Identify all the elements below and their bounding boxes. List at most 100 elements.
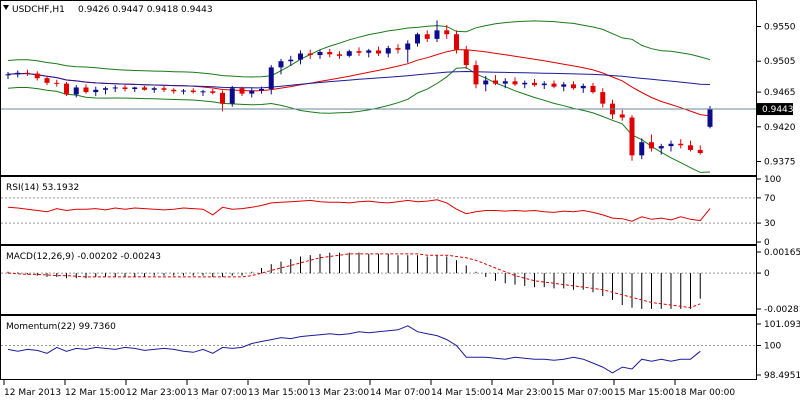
candle-body [83, 87, 89, 93]
candle-body [278, 61, 284, 68]
current-price-badge [757, 103, 793, 116]
time-tick-label: 13 Mar 23:00 [309, 388, 369, 398]
macd-panel-frame [0, 245, 757, 315]
price-tick-label: 0.9550 [764, 23, 796, 33]
candle-body [327, 51, 333, 55]
candle-body [44, 78, 50, 83]
candle-body [424, 34, 430, 39]
candle-body [171, 89, 177, 92]
candle-body [54, 82, 60, 84]
candle-body [551, 83, 557, 87]
candle-body [366, 50, 372, 53]
candle-body [64, 83, 69, 95]
ohlc-readout: 0.9426 0.9447 0.9418 0.9443 [78, 5, 213, 15]
momentum-line [7, 325, 701, 374]
candle-body [142, 87, 147, 90]
candle-body [132, 87, 138, 89]
candle-body [190, 90, 196, 93]
chart-title: USDCHF,H1 [12, 5, 65, 15]
candle-body [220, 92, 225, 104]
candle-body [532, 82, 537, 86]
candle-body [161, 88, 167, 90]
time-tick-label: 18 Mar 00:00 [675, 388, 735, 398]
price-tick-label: 0.9465 [764, 88, 796, 98]
collapse-triangle-icon[interactable] [3, 5, 9, 10]
candle-body [239, 88, 245, 94]
candle-body [385, 48, 391, 54]
candle-body [73, 87, 79, 95]
candle-body [541, 83, 547, 86]
time-tick-label: 14 Mar 07:00 [370, 388, 430, 398]
candle-body [210, 91, 216, 93]
candle-body [600, 92, 606, 104]
candle-body [619, 114, 625, 118]
candle-body [707, 109, 713, 127]
time-tick-label: 14 Mar 23:00 [492, 388, 552, 398]
momentum-tick-label: 101.0934 [764, 320, 800, 330]
price-tick-label: 0.9375 [764, 158, 796, 168]
rsi-tick-label: 0 [764, 238, 770, 248]
candle-body [298, 53, 303, 60]
candle-body [181, 90, 186, 92]
candle-body [561, 84, 567, 87]
candle-body [122, 87, 128, 89]
candle-body [658, 146, 664, 149]
candle-body [405, 43, 411, 50]
moving-average-line [7, 70, 711, 89]
candle-body [463, 49, 469, 66]
candle-body [444, 30, 450, 35]
candle-body [93, 89, 99, 93]
macd-signal-line [7, 253, 701, 309]
macd-tick-label: 0.00165 [764, 248, 800, 258]
rsi-plot: 100 70 30 0 [1, 175, 781, 248]
rsi-line [7, 199, 711, 222]
rsi-label: RSI(14) 53.1932 [6, 183, 79, 193]
candle-body [307, 53, 313, 56]
candle-body [5, 74, 11, 76]
price-panel-frame [0, 0, 757, 176]
momentum-tick-label: 100 [764, 341, 781, 351]
candle-body [249, 90, 255, 94]
momentum-tick-label: 98.4951 [764, 371, 800, 381]
bollinger-lower-line [7, 67, 711, 173]
candle-body [317, 51, 323, 56]
candle-body [434, 30, 440, 39]
candle-body [34, 73, 40, 79]
candle-body [25, 72, 30, 74]
candle-body [151, 88, 157, 90]
price-tick-label: 0.9420 [764, 123, 796, 133]
candle-body [346, 51, 352, 56]
candle-body [356, 51, 362, 53]
candle-body [649, 142, 654, 149]
candle-body [483, 80, 489, 85]
price-tick-label: 0.9505 [764, 57, 796, 67]
candle-body [415, 34, 420, 44]
time-tick-label: 15 Mar 07:00 [553, 388, 613, 398]
candle-body [229, 88, 235, 104]
current-price-label: 0.9443 [762, 105, 794, 115]
candle-body [337, 54, 342, 56]
candle-body [697, 149, 703, 154]
macd-label: MACD(12,26,9) -0.00202 -0.00243 [6, 252, 161, 262]
rsi-panel-frame [0, 176, 757, 245]
momentum-label: Momentum(22) 99.7360 [6, 322, 116, 332]
momentum-plot: 101.0934 100 98.4951 [1, 320, 800, 381]
candle-body [473, 65, 479, 85]
candle-body [493, 80, 498, 84]
candle-body [688, 145, 693, 150]
time-tick-label: 15 Mar 15:00 [614, 388, 674, 398]
candle-body [502, 81, 508, 84]
candle-body [678, 143, 684, 146]
candle-body [571, 84, 576, 89]
time-tick-label: 12 Mar 15:00 [65, 388, 125, 398]
candle-body [288, 59, 294, 62]
candle-body [268, 67, 274, 89]
time-tick-label: 13 Mar 15:00 [248, 388, 308, 398]
rsi-tick-label: 30 [764, 219, 776, 229]
momentum-panel-frame [0, 315, 757, 380]
candle-body [103, 88, 108, 90]
price-plot: 0.9550 0.9505 0.9465 0.9420 0.9375 0.9443 [1, 20, 796, 173]
